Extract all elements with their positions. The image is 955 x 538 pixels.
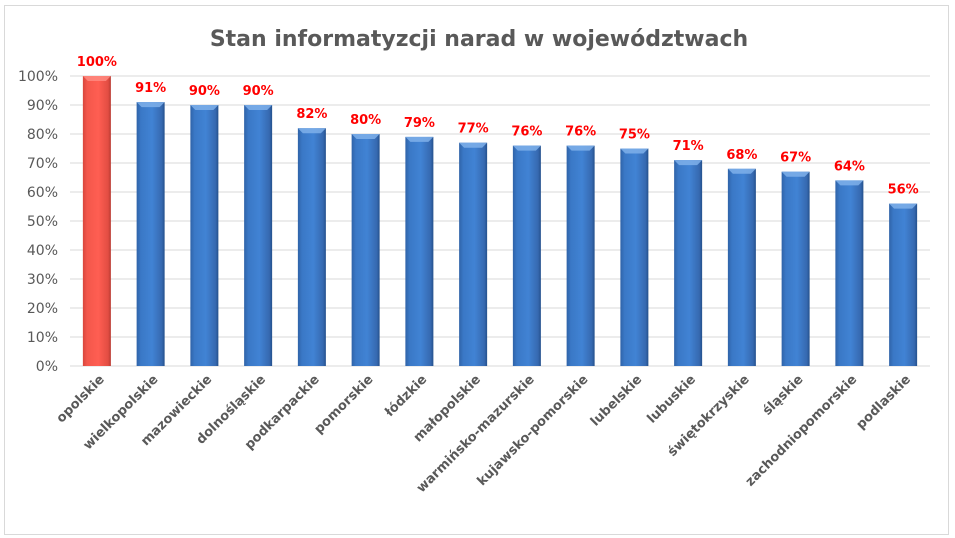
bar-bevel (781, 171, 810, 177)
data-label: 90% (189, 84, 220, 99)
bar-pomorskie (351, 134, 380, 366)
bar-bevel (297, 128, 326, 134)
bar-łódzkie (405, 136, 434, 366)
x-tick-label: opolskie (54, 372, 108, 426)
bar-bevel (136, 102, 165, 108)
data-label: 64% (834, 159, 865, 174)
data-label: 90% (243, 84, 274, 99)
bar-świętokrzyskie (727, 168, 756, 366)
x-tick-label: podlaskie (854, 372, 915, 433)
data-label: 80% (350, 113, 381, 128)
bar-bevel (459, 142, 488, 148)
y-tick-label: 90% (27, 98, 58, 114)
bar-bevel (351, 134, 380, 139)
data-label: 75% (619, 128, 650, 143)
bar-zachodniopomorskie (835, 180, 864, 366)
bar-lubelskie (620, 148, 649, 366)
bar-śląskie (781, 171, 810, 366)
data-label: 76% (565, 125, 596, 140)
bar-bevel (405, 136, 434, 142)
data-label: 56% (888, 183, 919, 198)
data-label: 67% (780, 151, 811, 166)
y-tick-label: 100% (18, 69, 58, 85)
bar-lubuskie (674, 160, 703, 366)
data-label: 77% (458, 122, 489, 137)
bar-bevel (674, 160, 703, 166)
bar-bevel (835, 180, 864, 186)
x-tick-label: lubelskie (588, 372, 645, 429)
data-label: 82% (296, 107, 327, 122)
y-axis: 0% 10% 20% 30% 40% 50% 60% 70% 80% 90% 100% (18, 69, 58, 375)
bar-wielkopolskie (136, 102, 165, 366)
y-tick-label: 60% (27, 185, 58, 201)
bar-bevel (620, 148, 649, 154)
x-tick-label: lubuskie (645, 372, 700, 427)
data-label: 76% (511, 125, 542, 140)
data-label: 79% (404, 116, 435, 131)
bar-warmińsko-mazurskie (512, 145, 541, 366)
bars (82, 76, 918, 366)
data-label: 100% (77, 55, 117, 70)
y-tick-label: 40% (27, 243, 58, 259)
bar-bevel (244, 105, 273, 110)
y-tick-label: 50% (27, 214, 58, 230)
chart-title: Stan informatyzcji narad w województwach (210, 27, 748, 52)
data-label: 71% (673, 139, 704, 154)
bar-kujawsko-pomorskie (566, 145, 595, 366)
bar-opolskie (82, 76, 111, 366)
bar-podkarpackie (297, 128, 326, 366)
bar-małopolskie (459, 142, 488, 366)
y-tick-label: 80% (27, 127, 58, 143)
y-tick-label: 10% (27, 330, 58, 346)
y-tick-label: 70% (27, 156, 58, 172)
data-label: 91% (135, 81, 166, 96)
x-tick-label: śląskie (760, 372, 807, 419)
bar-bevel (190, 105, 219, 110)
x-tick-label: łódzkie (382, 372, 431, 421)
bar-bevel (82, 76, 111, 81)
bar-bevel (512, 145, 541, 151)
x-tick-label: zachodniopomorskie (743, 372, 860, 489)
data-label: 68% (726, 148, 757, 163)
bar-podlaskie (889, 203, 918, 366)
y-tick-label: 0% (36, 359, 58, 375)
data-labels: 100% 91% 90% 90% 82% 80% 79% 77% 76% 76% 75% 71% 68%… (77, 55, 919, 198)
bar-bevel (889, 203, 918, 209)
bar-dolnośląskie (244, 105, 273, 366)
bar-bevel (566, 145, 595, 151)
bar-mazowieckie (190, 105, 219, 366)
y-tick-label: 20% (27, 301, 58, 317)
y-tick-label: 30% (27, 272, 58, 288)
x-axis: opolskiewielkopolskiemazowieckiedolnoślą… (54, 372, 914, 496)
bar-bevel (727, 168, 756, 174)
x-tick-label: kujawsko-pomorskie (475, 372, 592, 489)
